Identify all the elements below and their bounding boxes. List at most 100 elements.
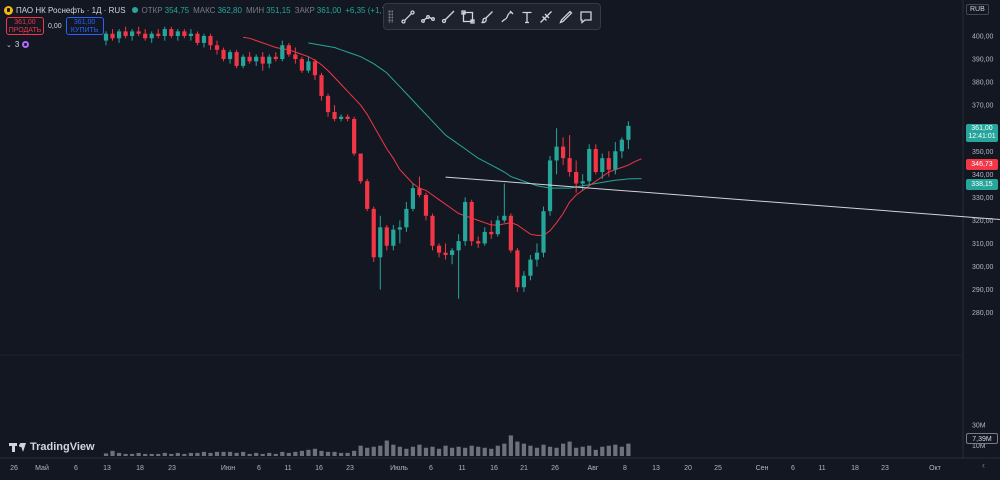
volume-bar — [371, 446, 376, 456]
volume-bar — [299, 450, 304, 456]
volume-bar — [593, 449, 598, 456]
buy-label: КУПИТЬ — [70, 27, 99, 34]
candle-body — [423, 195, 429, 216]
close-value: 361,00 — [316, 5, 342, 15]
candle-body — [365, 181, 370, 209]
candle-body — [371, 208, 376, 258]
volume-label: 7,39M — [966, 433, 998, 444]
rosneft-logo-icon — [4, 5, 13, 15]
volume-bar — [286, 452, 291, 456]
sell-button[interactable]: 361,00 ПРОДАТЬ — [6, 17, 44, 35]
volume-bar — [136, 452, 141, 456]
time-tick-label: 13 — [652, 465, 660, 472]
volume-bar — [123, 453, 128, 456]
time-tick-label: Июль — [390, 465, 408, 472]
volume-bar — [306, 449, 311, 456]
currency-badge[interactable]: RUB — [966, 4, 989, 15]
candle-body — [234, 52, 239, 66]
candle-body — [169, 29, 174, 36]
volume-bar — [273, 453, 278, 456]
ray-icon[interactable] — [438, 7, 457, 27]
volume-bar — [521, 443, 527, 456]
volume-bar — [149, 453, 154, 456]
candle-body — [515, 250, 520, 288]
candle-body — [188, 33, 193, 36]
buy-button[interactable]: 361,00 КУПИТЬ — [65, 17, 104, 35]
volume-bar — [495, 445, 500, 456]
open-label: ОТКР — [141, 5, 163, 15]
measure-icon[interactable] — [537, 7, 556, 27]
volume-bar — [110, 450, 115, 456]
market-status-icon — [131, 7, 138, 13]
volume-bar — [443, 445, 448, 456]
price-tick-label: 380,00 — [972, 80, 994, 87]
candle-body — [619, 139, 624, 152]
volume-bar — [254, 452, 259, 456]
volume-bar — [436, 448, 442, 456]
polyline-icon[interactable] — [419, 7, 438, 27]
last-price-value: 361,00 — [971, 125, 993, 132]
ema-price-label: 346,73 — [966, 159, 998, 170]
spread-value: 0,00 — [48, 22, 62, 30]
volume-bar — [587, 445, 592, 456]
volume-bar — [195, 452, 200, 456]
tradingview-logo[interactable]: TradingView — [9, 441, 95, 453]
comment-icon[interactable] — [576, 7, 595, 27]
time-tick-label: 16 — [315, 465, 323, 472]
symbol-title[interactable]: ПАО НК Роснефть · 1Д · RUS — [16, 5, 126, 15]
volume-bar — [103, 453, 109, 456]
high-label: МАКС — [193, 5, 216, 15]
candle-body — [469, 201, 474, 242]
candle-body — [156, 33, 161, 36]
highlighter-icon[interactable] — [497, 7, 516, 27]
candle-body — [430, 215, 435, 246]
indicators-toggle[interactable]: ⌄ 3 — [6, 40, 30, 49]
volume-bar — [352, 450, 357, 456]
time-axis-settings-icon[interactable]: ‹ — [982, 460, 985, 470]
volume-bar — [169, 453, 174, 456]
candle-body — [293, 54, 298, 60]
slow-ma-line — [308, 42, 642, 189]
price-tick-label: 390,00 — [972, 57, 994, 64]
candle-body — [449, 250, 455, 255]
candle-body — [600, 158, 605, 172]
candle-body — [175, 31, 180, 36]
rectangle-icon[interactable] — [458, 7, 477, 27]
pencil-icon[interactable] — [557, 7, 576, 27]
time-tick-label: 13 — [103, 465, 111, 472]
candle-body — [116, 31, 122, 39]
time-tick-label: 11 — [458, 465, 465, 472]
volume-bar — [534, 447, 540, 456]
brush-icon[interactable] — [478, 7, 497, 27]
candle-body — [554, 146, 559, 161]
volume-bar — [626, 443, 631, 456]
volume-bar — [267, 452, 272, 456]
candle-body — [547, 160, 553, 212]
volume-bar — [600, 446, 605, 456]
candle-body — [103, 33, 109, 41]
candle-body — [214, 45, 220, 50]
text-icon[interactable] — [517, 7, 536, 27]
candle-body — [227, 52, 233, 60]
candle-body — [273, 56, 278, 60]
price-tick-label: 310,00 — [972, 241, 994, 248]
candle-body — [286, 45, 291, 55]
buy-price: 361,00 — [73, 19, 96, 26]
trend-line-icon[interactable] — [399, 7, 418, 27]
low-label: МИН — [245, 5, 265, 15]
volume-bar — [143, 453, 148, 456]
candle-body — [410, 188, 416, 209]
candle-body — [378, 227, 383, 258]
drag-handle-icon[interactable] — [388, 10, 393, 23]
candle-body — [325, 95, 331, 113]
candle-body — [149, 33, 154, 39]
sell-price: 361,00 — [14, 19, 36, 26]
time-tick-label: 18 — [136, 465, 144, 472]
open-value: 354,75 — [164, 5, 190, 15]
volume-bar — [234, 452, 239, 456]
volume-bar — [358, 445, 363, 456]
volume-bar — [214, 451, 220, 456]
candle-body — [352, 118, 357, 154]
volume-bar — [476, 446, 481, 456]
